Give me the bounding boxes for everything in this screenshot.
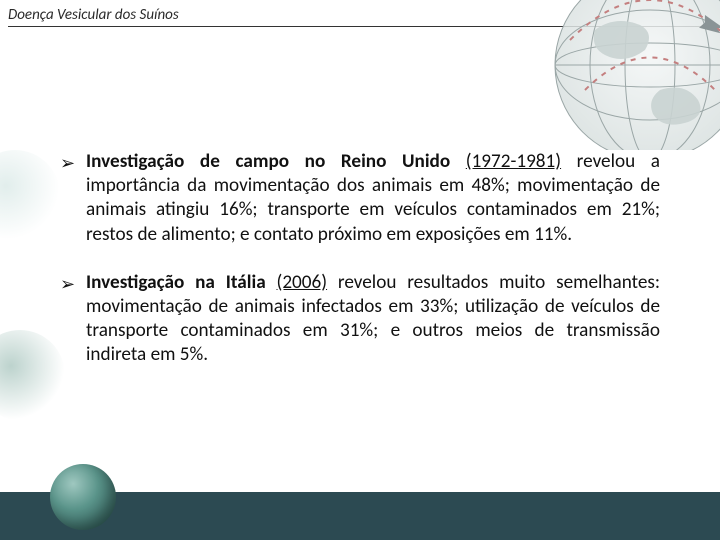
slide: Doença Vesicular dos Suínos (0, 0, 720, 540)
virus-blob-bottom (0, 330, 65, 420)
footer-globe-icon (50, 464, 116, 530)
bullet-years: (1972-1981) (466, 150, 561, 173)
bullet-years: (2006) (277, 271, 328, 294)
bullet-lead: Investigação na Itália (86, 271, 266, 294)
bullet-item: ➢ Investigação de campo no Reino Unido (… (60, 150, 660, 247)
bullet-marker-icon: ➢ (60, 152, 75, 175)
virus-blob-top (0, 150, 60, 240)
bullet-lead: Investigação de campo no Reino Unido (86, 150, 450, 173)
slide-header: Doença Vesicular dos Suínos (8, 6, 712, 27)
slide-title: Doença Vesicular dos Suínos (8, 6, 712, 24)
bullet-item: ➢ Investigação na Itália (2006) revelou … (60, 271, 660, 368)
bullet-marker-icon: ➢ (60, 273, 75, 296)
content-area: ➢ Investigação de campo no Reino Unido (… (60, 150, 660, 392)
